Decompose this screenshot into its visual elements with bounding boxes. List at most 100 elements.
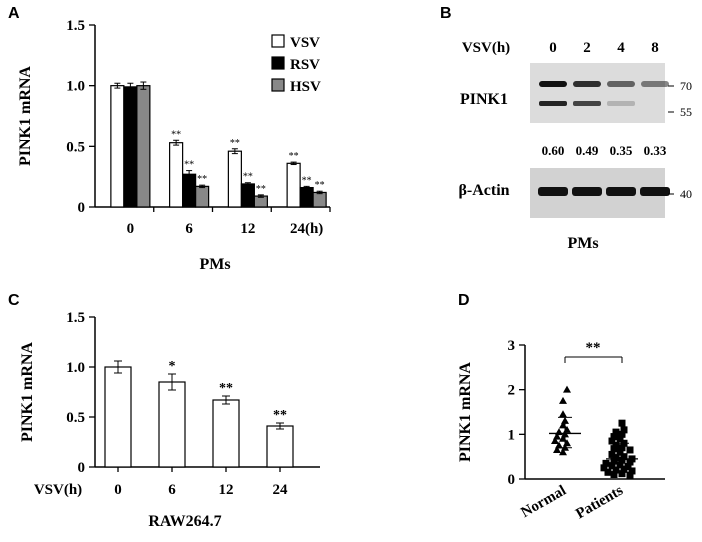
lane-label: 0	[549, 40, 557, 56]
chart-d: 0 1 2 3 PINK1 mRNA Normal Patients **	[457, 338, 665, 522]
y-tick-label: 1.0	[66, 360, 85, 376]
point-patients	[610, 471, 618, 479]
y-tick-label: 1.5	[66, 310, 85, 326]
bar	[212, 399, 240, 468]
point-patients	[610, 445, 618, 453]
bar-rsv	[299, 186, 314, 208]
significance-mark: **	[302, 175, 312, 186]
marker-label: 70	[680, 79, 692, 93]
significance-mark: **	[171, 129, 181, 140]
point-patients	[626, 446, 634, 454]
lane-label: 8	[651, 40, 659, 56]
band-actin	[640, 187, 670, 196]
band-pink1-lower	[539, 101, 567, 106]
significance-mark: **	[315, 180, 325, 191]
significance-mark: **	[184, 160, 194, 171]
point-normal	[559, 410, 567, 418]
legend-swatch-hsv	[271, 78, 285, 92]
blot-row-label-actin: β-Actin	[458, 182, 509, 199]
bar-rsv	[182, 173, 197, 208]
significance-mark: **	[256, 184, 266, 195]
y-tick-label: 1.5	[66, 18, 85, 34]
y-tick-label: 1.0	[66, 79, 85, 95]
point-patients	[626, 471, 634, 479]
point-patients	[612, 466, 620, 474]
point-normal	[563, 385, 571, 393]
point-patients	[616, 435, 624, 443]
legend-swatch-rsv	[271, 56, 285, 70]
point-patients	[608, 437, 616, 445]
panel-letter-a: A	[8, 5, 20, 22]
band-ratio: 0.33	[644, 143, 667, 158]
y-tick-label: 0.5	[66, 410, 85, 426]
blot-xlabel: PMs	[567, 235, 598, 252]
panel-letter-b: B	[440, 5, 452, 22]
marker-label: 55	[680, 105, 692, 119]
point-normal	[559, 396, 567, 404]
point-patients	[612, 454, 620, 462]
point-patients	[608, 450, 616, 458]
marker-label: 40	[680, 187, 692, 201]
x-tick-label: 6	[168, 482, 176, 498]
significance-mark: **	[273, 408, 287, 423]
point-patients	[608, 462, 616, 470]
y-tick-label: 2	[508, 383, 516, 399]
point-normal	[559, 448, 567, 456]
legend-label-rsv: RSV	[290, 57, 320, 73]
point-normal	[553, 445, 561, 453]
blot-b: VSV(h) 0 2 4 8 PINK1 70 55 0.60 0.49 0.35 0.33 β-Act…	[458, 40, 692, 252]
band-actin	[606, 187, 636, 196]
band-pink1-upper	[607, 81, 635, 87]
point-patients	[620, 465, 628, 473]
significance-mark: **	[586, 340, 601, 356]
bar-hsv	[312, 191, 327, 208]
panel-letter-c: C	[8, 292, 20, 309]
legend-swatch-vsv	[271, 34, 285, 48]
point-patients	[618, 419, 626, 427]
x-tick-label: 24	[273, 482, 289, 498]
significance-mark: **	[219, 381, 233, 396]
x-tick-label: Normal	[518, 483, 569, 521]
y-tick-label: 0	[78, 200, 86, 216]
significance-mark: **	[289, 151, 299, 162]
point-patients	[602, 459, 610, 467]
legend-label-vsv: VSV	[290, 35, 320, 51]
bar-rsv	[123, 86, 138, 208]
bar	[266, 425, 294, 468]
y-tick-label: 3	[508, 338, 516, 354]
point-patients	[620, 453, 628, 461]
y-tick-label: 0	[508, 472, 516, 488]
x-tick-label: 12	[219, 482, 234, 498]
band-actin	[538, 187, 568, 196]
significance-mark: *	[169, 359, 176, 374]
band-pink1-lower	[573, 101, 601, 106]
bar-rsv	[240, 183, 255, 208]
x-tick-label: 0	[114, 482, 122, 498]
bar	[104, 366, 132, 468]
band-ratio: 0.60	[542, 143, 565, 158]
point-patients	[620, 426, 628, 434]
bar-hsv	[195, 185, 210, 208]
blot-time-label: VSV(h)	[462, 40, 510, 56]
x-tick-label: 6	[185, 221, 193, 237]
x-tick-label: Patients	[573, 483, 626, 523]
point-patients	[618, 430, 626, 438]
y-axis-label: PINK1 mRNA	[17, 66, 34, 166]
band-pink1-upper	[641, 81, 669, 87]
significance-mark: **	[230, 138, 240, 149]
point-patients	[628, 467, 636, 475]
legend-label-hsv: HSV	[290, 79, 321, 95]
point-patients	[610, 457, 618, 465]
point-patients	[626, 458, 634, 466]
bar-hsv	[136, 85, 151, 208]
blot-row-label-pink1: PINK1	[460, 91, 508, 108]
band-ratio: 0.49	[576, 143, 599, 158]
lane-label: 2	[583, 40, 591, 56]
significance-mark: **	[243, 172, 253, 183]
x-tick-label: 0	[127, 221, 135, 237]
x-axis-label: PMs	[199, 256, 230, 273]
point-patients	[604, 468, 612, 476]
bar	[158, 381, 186, 468]
